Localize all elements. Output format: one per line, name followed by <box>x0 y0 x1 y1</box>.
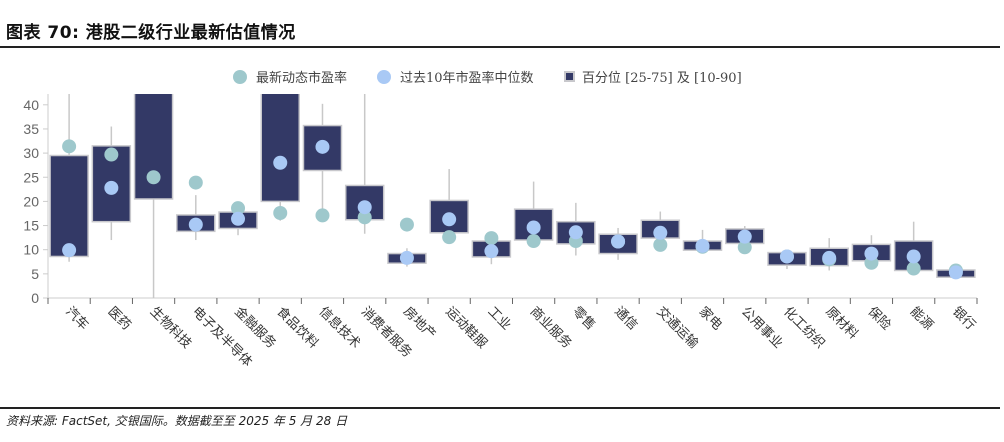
latest-pe-point <box>906 261 921 276</box>
latest-pe-point <box>442 230 457 245</box>
median-pe-point <box>906 249 921 264</box>
median-pe-point <box>526 220 541 235</box>
median-pe-point <box>188 217 203 232</box>
legend: 最新动态市盈率 过去10年市盈率中位数 百分位 [25-75] 及 [10-90… <box>233 70 742 86</box>
median-pe-point <box>568 225 583 240</box>
median-pe-point <box>399 250 414 265</box>
latest-pe-point <box>188 175 203 190</box>
median-pe-point <box>948 265 963 280</box>
median-pe-point <box>273 155 288 170</box>
y-tick-label: 15 <box>23 218 39 234</box>
iqr-box <box>260 94 301 203</box>
legend-box-marker <box>564 71 575 82</box>
latest-pe-point <box>62 139 77 154</box>
x-category-label: 生物科技 <box>147 304 194 351</box>
median-pe-point <box>611 234 626 249</box>
y-tick-label: 5 <box>31 266 39 282</box>
x-category-label: 零售 <box>569 304 599 334</box>
y-tick-label: 35 <box>23 121 39 137</box>
median-pe-point <box>864 246 879 261</box>
median-pe-point <box>779 249 794 264</box>
source-note: 资料来源: FactSet, 交银国际。数据截至至 2025 年 5 月 28 … <box>6 414 348 428</box>
footer-rule <box>0 407 1000 409</box>
title-rule <box>0 46 1000 48</box>
x-category-label: 保险 <box>865 304 894 333</box>
latest-pe-point <box>526 234 541 249</box>
latest-pe-point <box>273 205 288 220</box>
median-pe-point <box>315 139 330 154</box>
median-pe-point <box>147 50 161 64</box>
median-pe-point <box>822 250 837 265</box>
x-category-label: 汽车 <box>62 304 92 334</box>
y-tick-label: 0 <box>31 290 39 306</box>
legend-latest-label: 最新动态市盈率 <box>256 70 347 86</box>
legend-latest-marker <box>233 70 247 84</box>
legend-box-label: 百分位 [25-75] 及 [10-90] <box>582 71 742 86</box>
figure-title: 图表 70: 港股二级行业最新估值情况 <box>6 23 296 43</box>
x-category-label: 房地产 <box>400 304 439 343</box>
x-category-label: 商业服务 <box>527 304 575 352</box>
x-category-label: 能源 <box>907 304 936 333</box>
x-category-label: 通信 <box>611 304 640 333</box>
median-pe-point <box>653 225 668 240</box>
x-category-label: 食品饮料 <box>273 304 321 352</box>
latest-pe-point <box>231 201 246 216</box>
latest-pe-point <box>737 240 752 255</box>
x-category-label: 原材料 <box>822 304 860 342</box>
latest-pe-point <box>146 170 161 185</box>
y-tick-label: 10 <box>23 242 39 258</box>
x-category-label: 公用事业 <box>738 304 785 351</box>
legend-median-label: 过去10年市盈率中位数 <box>400 70 534 86</box>
latest-pe-point <box>315 208 330 223</box>
median-pe-point <box>231 211 246 226</box>
latest-pe-point <box>484 231 499 246</box>
x-category-label: 医药 <box>105 304 134 333</box>
x-category-label: 家电 <box>696 304 726 334</box>
median-pe-point <box>484 244 499 259</box>
median-pe-point <box>695 238 710 253</box>
x-category-label: 运动鞋服 <box>442 304 490 352</box>
legend-median-marker <box>377 70 391 84</box>
latest-pe-point <box>399 217 414 232</box>
y-tick-label: 20 <box>23 193 39 209</box>
median-pe-point <box>62 243 77 258</box>
x-category-label: 交通运输 <box>653 304 701 352</box>
x-category-label: 工业 <box>485 304 514 333</box>
x-category-label: 化工纺织 <box>780 304 827 351</box>
latest-pe-point <box>104 147 119 162</box>
y-tick-label: 25 <box>23 169 39 185</box>
y-tick-label: 40 <box>23 97 39 113</box>
median-pe-point <box>737 229 752 244</box>
median-pe-point <box>442 212 457 227</box>
iqr-box <box>49 154 89 258</box>
y-tick-label: 30 <box>23 145 39 161</box>
latest-pe-point <box>653 237 668 252</box>
median-pe-point <box>104 180 119 195</box>
latest-pe-point <box>357 210 372 225</box>
x-category-label: 信息技术 <box>316 304 364 352</box>
median-pe-point <box>357 200 372 215</box>
x-category-label: 银行 <box>949 304 978 333</box>
